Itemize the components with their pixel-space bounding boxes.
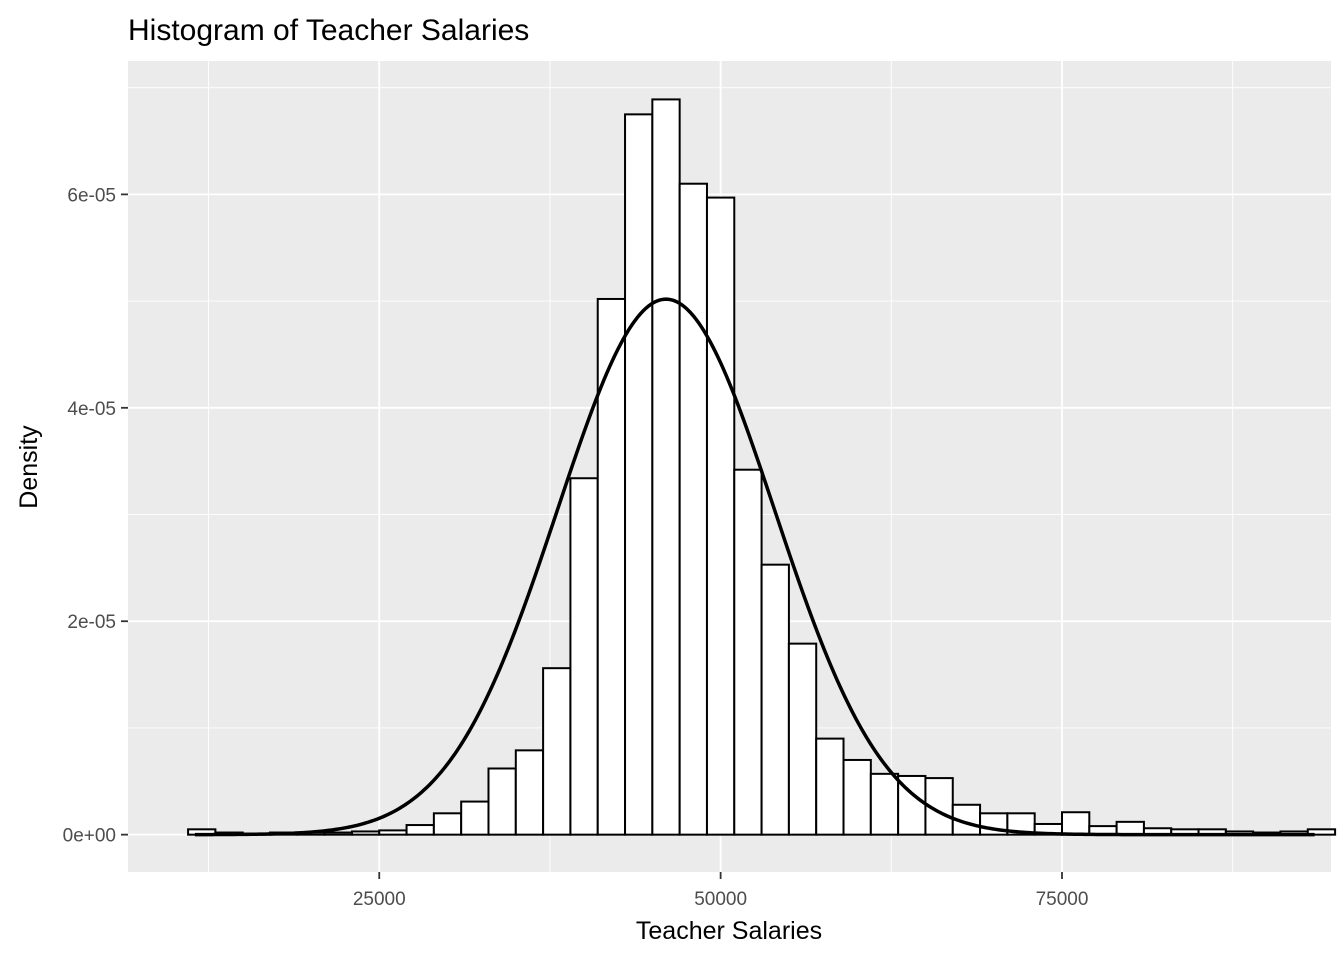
y-tick-label: 2e-05 (67, 612, 116, 633)
x-tick-label: 50000 (694, 889, 747, 910)
histogram-bar (596, 297, 627, 836)
histogram-bar (842, 758, 872, 836)
histogram-bar (432, 812, 463, 836)
histogram-bar (624, 113, 654, 836)
y-tick-label: 0e+00 (63, 826, 116, 847)
histogram-bar (323, 831, 353, 836)
histogram-bar (350, 830, 381, 836)
histogram-bar (487, 767, 517, 836)
y-axis-title: Density (15, 425, 43, 509)
x-tick-label: 75000 (1036, 889, 1089, 910)
histogram-bar (733, 468, 763, 836)
histogram-bar (542, 667, 572, 836)
x-axis: 25000 50000 75000 (353, 872, 1089, 910)
histogram-bar (514, 749, 545, 836)
histogram-bar (651, 98, 681, 836)
histogram-bar (760, 563, 790, 836)
histogram-bar (678, 182, 708, 836)
histogram-bar (569, 477, 599, 836)
histogram-bar (787, 642, 818, 836)
y-tick-label: 4e-05 (67, 399, 116, 420)
y-tick-label: 6e-05 (67, 185, 116, 206)
x-tick-label: 25000 (353, 889, 406, 910)
histogram-bar (815, 737, 845, 836)
histogram-bar (378, 829, 408, 836)
x-axis-title: Teacher Salaries (636, 917, 822, 945)
histogram-bar (869, 772, 900, 836)
chart-title: Histogram of Teacher Salaries (128, 14, 529, 47)
y-axis: 0e+00 2e-05 4e-05 6e-05 (63, 185, 128, 847)
histogram-bar (405, 824, 435, 836)
normal-density-curve (194, 297, 1315, 837)
histogram-bar (705, 196, 736, 836)
histogram-bar (1306, 828, 1337, 836)
histogram-bar (1060, 811, 1091, 836)
histogram-bar (460, 800, 490, 836)
histogram-bar (1115, 820, 1145, 836)
